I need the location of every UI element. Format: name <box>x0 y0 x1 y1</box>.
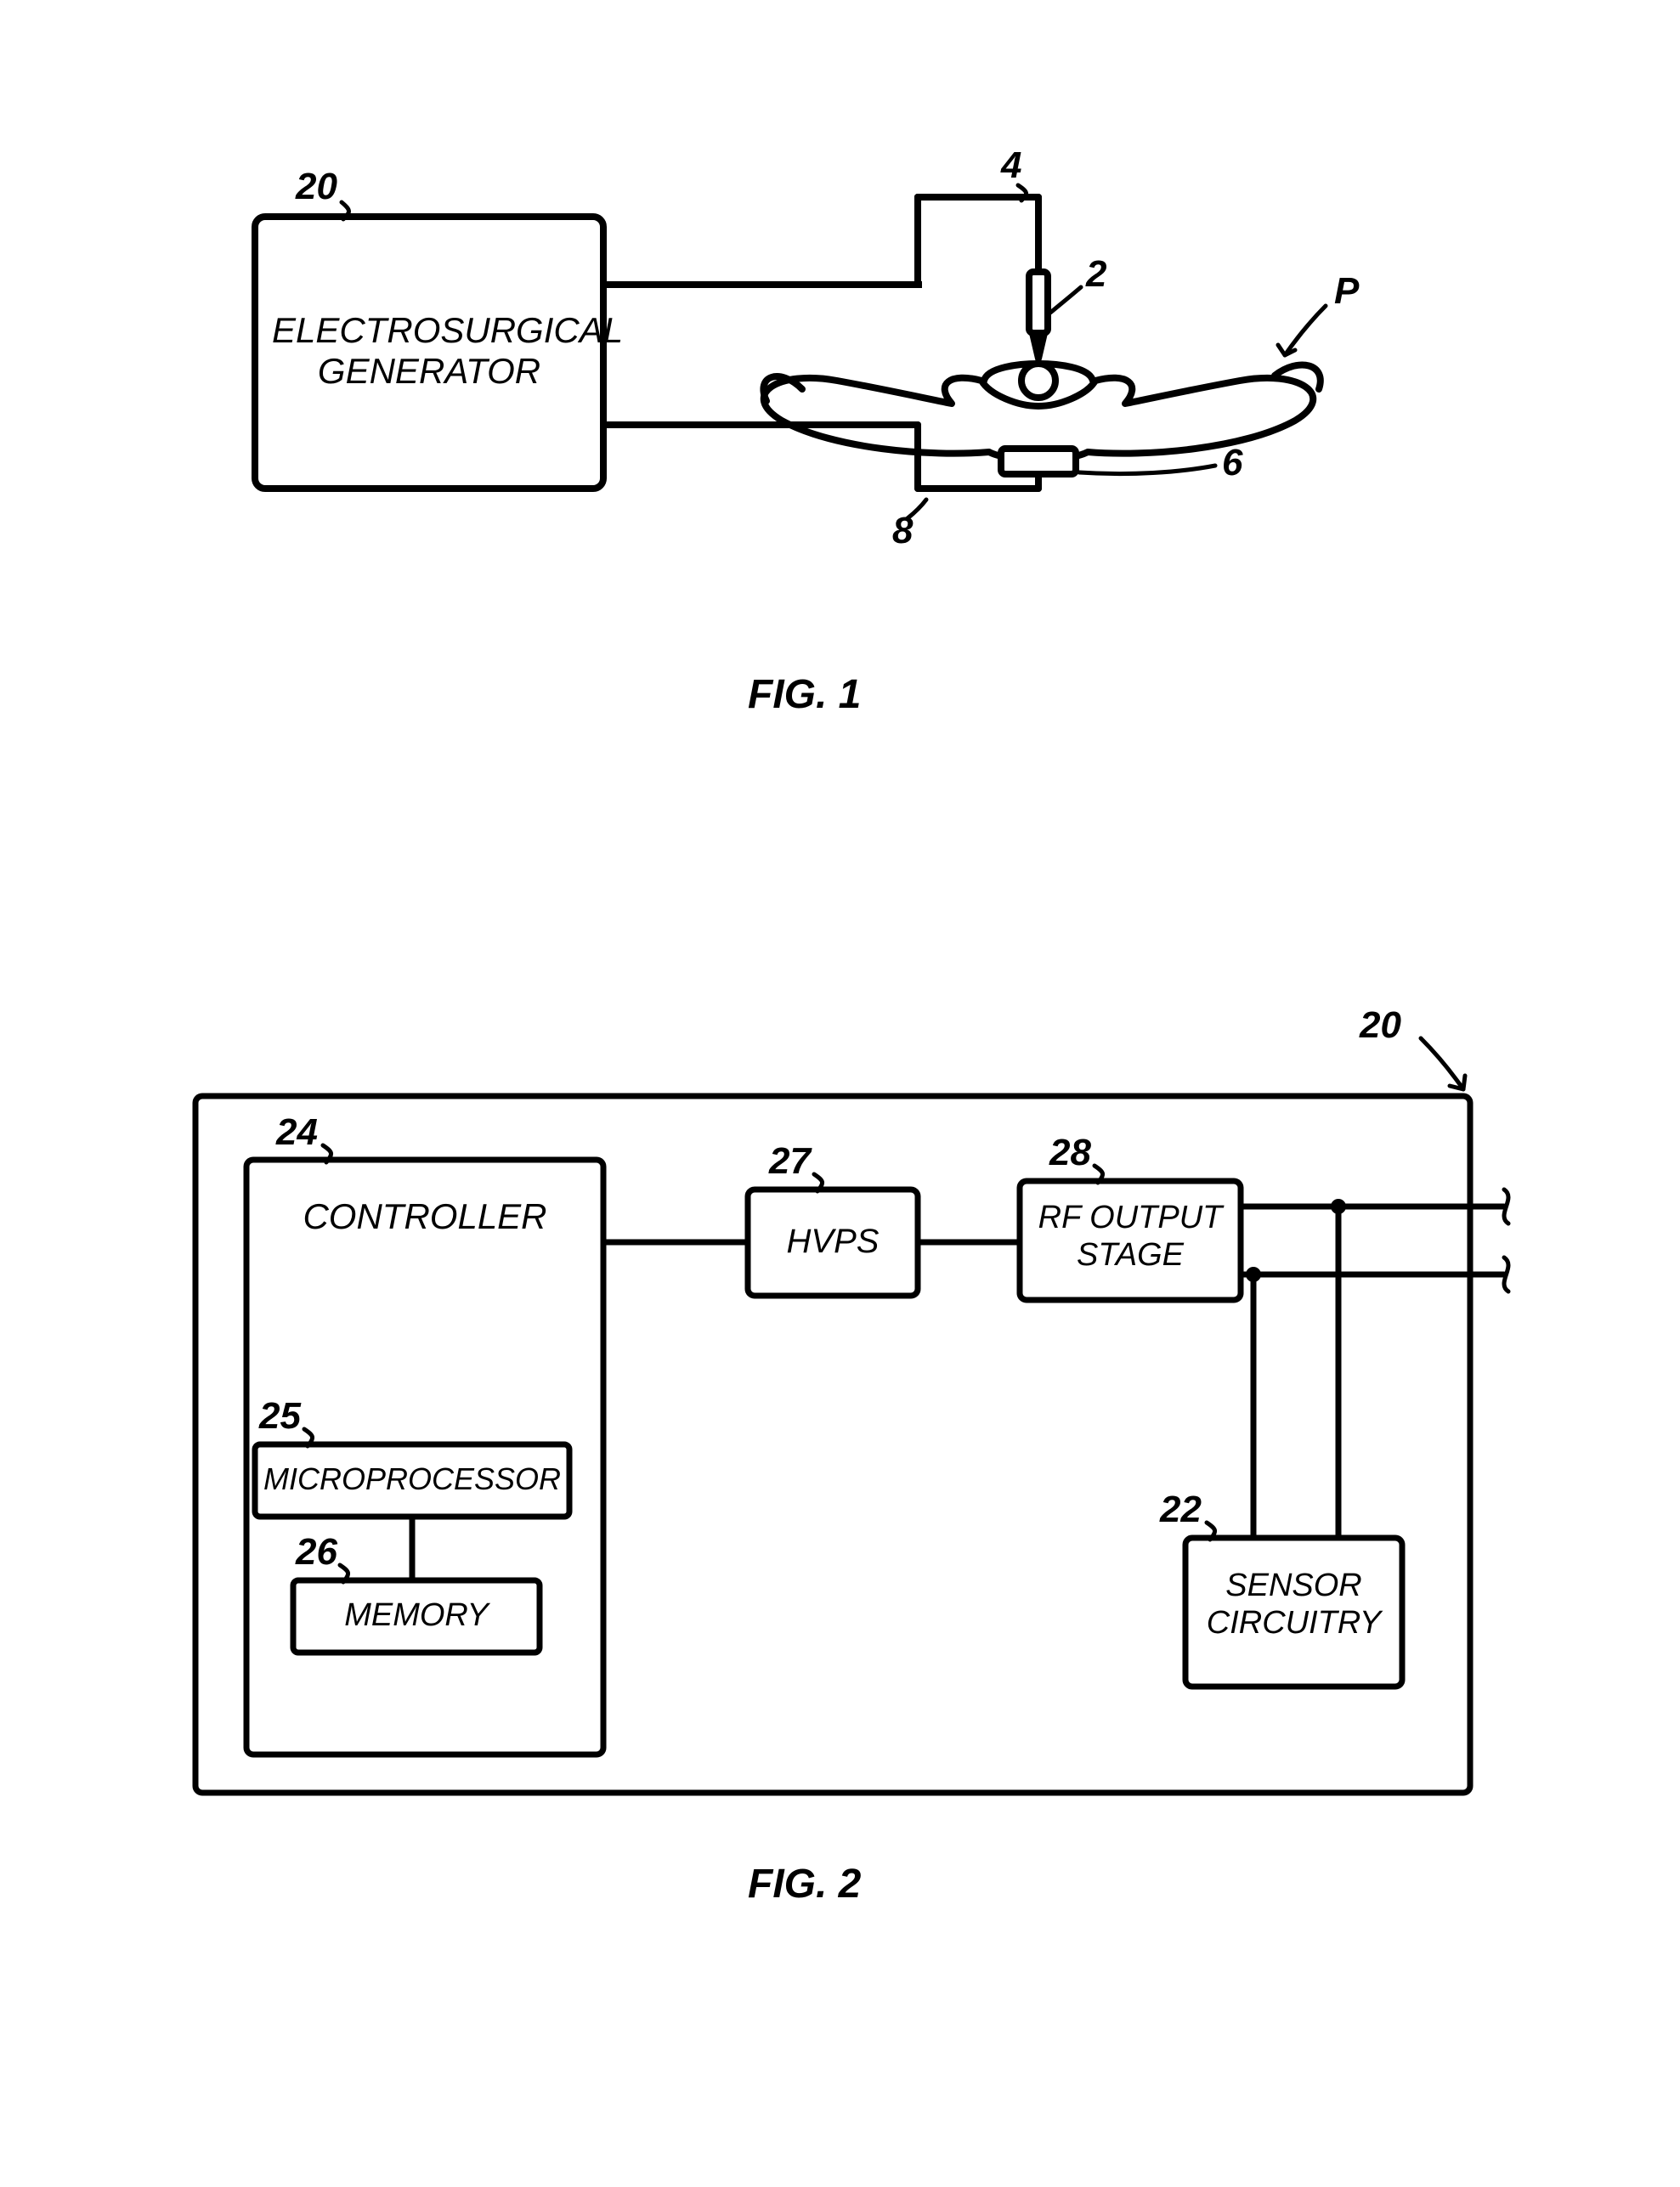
fig2-caption: FIG. 2 <box>748 1861 861 1907</box>
ref-25: 25 <box>259 1395 301 1438</box>
ref-20-fig1: 20 <box>296 166 337 208</box>
handpiece-body <box>1028 276 1047 336</box>
micro-label: MICROPROCESSOR <box>255 1461 569 1496</box>
ref2-lead <box>1049 289 1081 314</box>
controller-label: CONTROLLER <box>263 1196 586 1237</box>
ref-24: 24 <box>276 1111 318 1154</box>
ref-22: 22 <box>1160 1489 1202 1531</box>
generator-label: ELECTROSURGICALGENERATOR <box>272 310 586 393</box>
sensor-label: SENSORCIRCUITRY <box>1185 1568 1402 1642</box>
memory-label: MEMORY <box>293 1597 540 1635</box>
rfout-label: RF OUTPUTSTAGE <box>1020 1200 1241 1274</box>
fig1-svg <box>0 0 1680 2187</box>
hvps-label: HVPS <box>748 1222 918 1261</box>
page: ELECTROSURGICALGENERATOR 20 4 2 P 6 8 FI… <box>0 0 1680 2187</box>
handpiece-tip <box>1032 336 1044 361</box>
ref-4: 4 <box>1001 144 1021 187</box>
return-pad <box>998 450 1075 476</box>
ref-P: P <box>1334 270 1359 313</box>
fig1-caption: FIG. 1 <box>748 671 861 718</box>
ref-26: 26 <box>296 1531 337 1574</box>
ref-28: 28 <box>1049 1132 1091 1174</box>
ref-8: 8 <box>892 510 913 552</box>
ref-2: 2 <box>1086 253 1106 296</box>
ref-27: 27 <box>769 1140 811 1183</box>
ref-20-fig2: 20 <box>1360 1004 1401 1047</box>
ref-6: 6 <box>1222 442 1242 484</box>
refP-lead <box>1283 306 1326 357</box>
ref4-lead <box>1018 187 1026 208</box>
ref6-lead <box>1079 466 1215 472</box>
top-wire <box>603 195 1037 280</box>
